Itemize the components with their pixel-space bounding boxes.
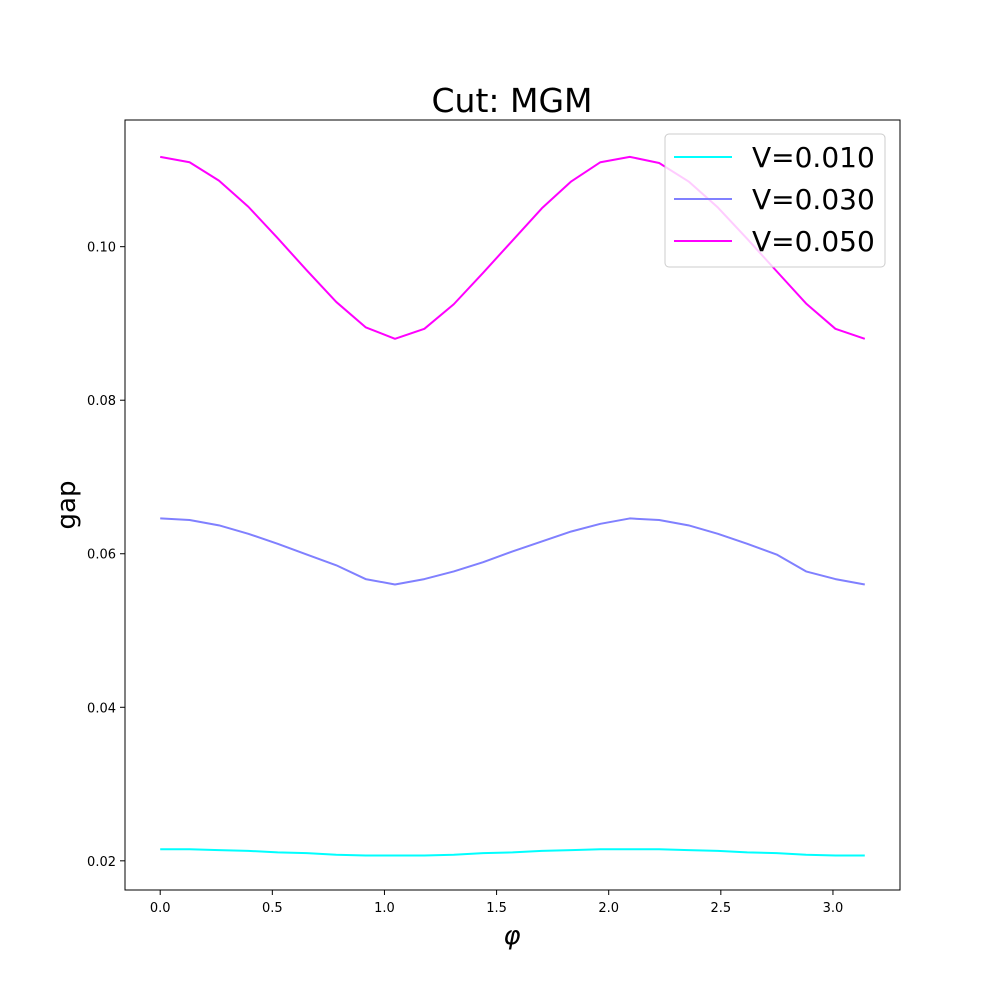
y-tick-label: 0.02 [87,855,116,870]
legend-label-2: V=0.050 [752,225,875,258]
legend: V=0.010 V=0.030 V=0.050 [664,133,886,268]
y-tick-label: 0.04 [87,701,116,716]
x-tick-label: 3.0 [823,901,844,916]
y-axis: 0.02 0.04 0.06 0.08 0.10 [87,241,125,870]
legend-label-1: V=0.030 [752,183,875,216]
x-axis: 0.0 0.5 1.0 1.5 2.0 2.5 3.0 [150,890,843,916]
legend-box [664,133,886,268]
plot-frame [124,119,901,891]
x-tick-label: 1.5 [486,901,507,916]
y-tick-label: 0.08 [87,394,116,409]
x-tick-label: 1.0 [374,901,395,916]
series-line-0 [160,848,865,857]
y-tick-label: 0.10 [87,241,116,256]
x-tick-label: 0.0 [150,901,171,916]
x-tick-label: 2.5 [710,901,731,916]
y-axis-label: gap [52,481,82,530]
series-line-1 [160,517,865,586]
legend-label-0: V=0.010 [752,141,875,174]
chart-title: Cut: MGM [431,81,592,120]
x-tick-label: 0.5 [262,901,283,916]
y-tick-label: 0.06 [87,548,116,563]
x-tick-label: 2.0 [598,901,619,916]
x-axis-label: φ [503,921,520,951]
